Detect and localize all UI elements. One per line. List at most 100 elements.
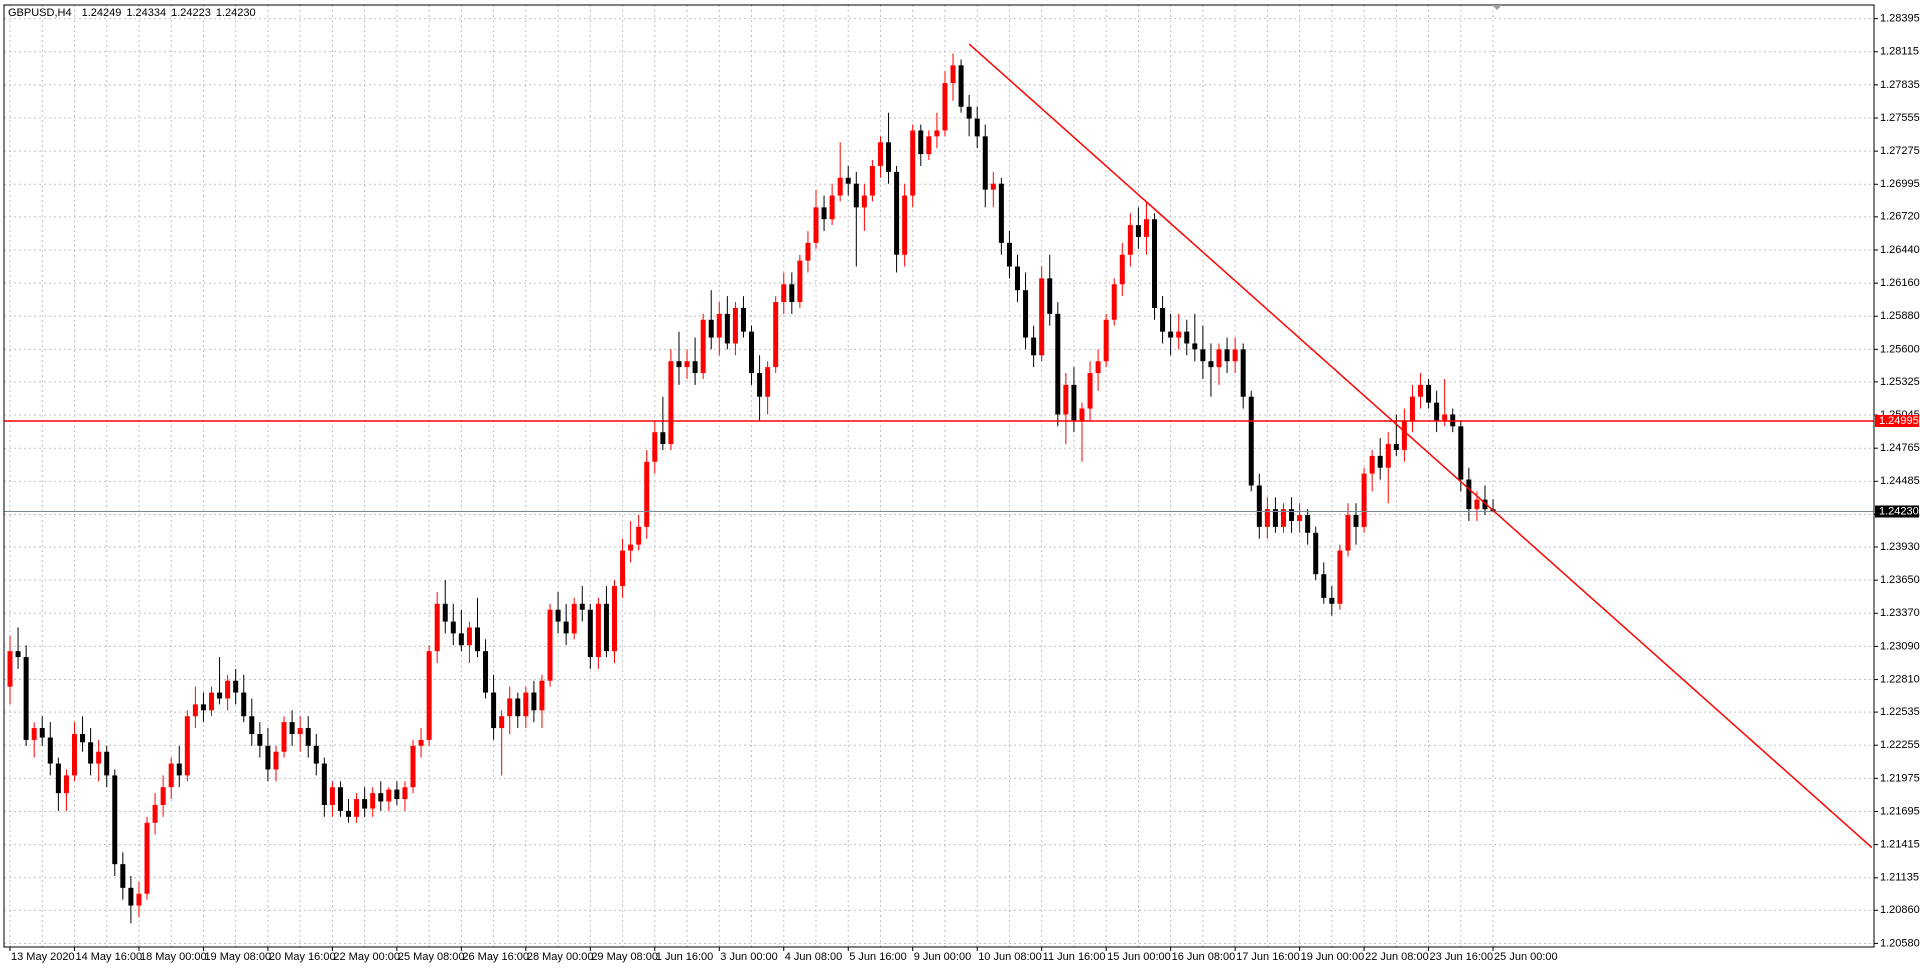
candle-body xyxy=(289,722,295,734)
x-tick-label: 16 Jun 08:00 xyxy=(1172,951,1236,963)
candle-body xyxy=(1031,337,1037,356)
y-tick-label: 1.23090 xyxy=(1880,640,1920,652)
candle-body xyxy=(1401,420,1407,450)
candle-body xyxy=(1474,499,1480,510)
candle-body xyxy=(724,313,730,344)
candle-body xyxy=(837,177,843,196)
candle-body xyxy=(104,751,110,776)
candle-body xyxy=(1442,414,1448,421)
candle-body xyxy=(1393,444,1399,450)
candle-body xyxy=(1103,319,1109,362)
candle-body xyxy=(168,763,174,788)
y-tick-label: 1.23650 xyxy=(1880,574,1920,586)
candle-body xyxy=(1248,396,1254,486)
candle-body xyxy=(805,242,811,261)
info-value: 1.24249 xyxy=(82,7,122,19)
candle-body xyxy=(1023,290,1029,338)
candle-body xyxy=(1434,402,1440,421)
candle-body xyxy=(1305,515,1311,533)
candle-body xyxy=(458,633,464,646)
y-tick-label: 1.20580 xyxy=(1880,937,1920,949)
candle-body xyxy=(620,550,626,587)
x-tick-label: 11 Jun 16:00 xyxy=(1043,951,1106,963)
candle-body xyxy=(1426,384,1432,403)
candle-body xyxy=(192,704,198,717)
candle-body xyxy=(1418,384,1423,397)
candle-body xyxy=(402,787,408,800)
x-tick-label: 15 Jun 00:00 xyxy=(1107,951,1171,963)
y-tick-label: 1.26720 xyxy=(1880,211,1920,223)
y-tick-label: 1.21415 xyxy=(1880,839,1920,851)
candle-body xyxy=(829,195,835,220)
y-tick-label: 1.25325 xyxy=(1880,376,1920,388)
candle-body xyxy=(716,313,722,338)
candle-body xyxy=(507,698,513,717)
x-tick-label: 29 May 08:00 xyxy=(591,951,658,963)
candle-body xyxy=(652,432,658,462)
candle-body xyxy=(1079,408,1085,421)
candle-body xyxy=(644,461,650,527)
candle-body xyxy=(297,728,303,734)
x-tick-label: 3 Jun 00:00 xyxy=(720,951,778,963)
y-tick-label: 1.23370 xyxy=(1880,607,1920,619)
candle-body xyxy=(394,789,400,800)
price-label: 1.24230 xyxy=(1879,505,1919,517)
candle-body xyxy=(1095,361,1101,374)
y-tick-label: 1.27555 xyxy=(1880,112,1920,124)
candle-body xyxy=(209,692,214,711)
candle-body xyxy=(305,728,311,746)
candle-body xyxy=(96,751,102,764)
candle-body xyxy=(249,716,255,734)
candle-body xyxy=(1216,349,1222,368)
candle-body xyxy=(676,361,682,368)
candle-body xyxy=(531,692,537,711)
candle-body xyxy=(668,361,674,445)
candle-body xyxy=(1184,331,1190,344)
candle-body xyxy=(789,284,795,303)
candle-body xyxy=(265,745,271,770)
candle-body xyxy=(241,692,247,717)
info-value: 1.24223 xyxy=(171,7,211,19)
x-tick-label: 25 Jun 00:00 xyxy=(1494,951,1558,963)
candle-body xyxy=(1208,361,1214,368)
candle-body xyxy=(942,83,948,131)
candle-body xyxy=(781,284,787,303)
candle-body xyxy=(176,763,182,776)
candle-body xyxy=(184,716,190,776)
candle-body xyxy=(346,810,352,817)
candle-body xyxy=(321,763,327,805)
candle-body xyxy=(80,733,86,743)
y-tick-label: 1.21695 xyxy=(1880,805,1920,817)
candle-body xyxy=(442,603,448,622)
candle-body xyxy=(1192,343,1198,350)
candle-body xyxy=(1280,509,1286,527)
y-tick-label: 1.28115 xyxy=(1880,46,1919,58)
candle-body xyxy=(910,130,916,196)
candle-body xyxy=(571,603,577,634)
candle-body xyxy=(950,65,956,84)
candle-body xyxy=(853,183,859,208)
y-tick-label: 1.24765 xyxy=(1880,442,1920,454)
candle-body xyxy=(1289,509,1295,521)
candle-body xyxy=(740,307,746,332)
candle-body xyxy=(7,651,13,687)
candle-body xyxy=(71,733,77,776)
symbol-label: GBPUSD,H4 xyxy=(8,7,72,19)
shift-marker xyxy=(1492,5,1502,10)
candle-body xyxy=(63,775,69,794)
candle-body xyxy=(684,361,690,368)
candle-body xyxy=(362,799,368,809)
candle-body xyxy=(1200,349,1206,362)
candle-body xyxy=(434,603,440,652)
candle-body xyxy=(1256,485,1262,527)
candle-body xyxy=(612,586,617,652)
candle-body xyxy=(579,603,585,610)
y-tick-label: 1.25880 xyxy=(1880,310,1920,322)
candle-body xyxy=(982,136,988,190)
candle-body xyxy=(1240,349,1246,397)
candle-body xyxy=(749,331,755,374)
candle-body xyxy=(15,651,21,658)
y-tick-label: 1.20860 xyxy=(1880,904,1920,916)
candle-body xyxy=(128,887,134,906)
